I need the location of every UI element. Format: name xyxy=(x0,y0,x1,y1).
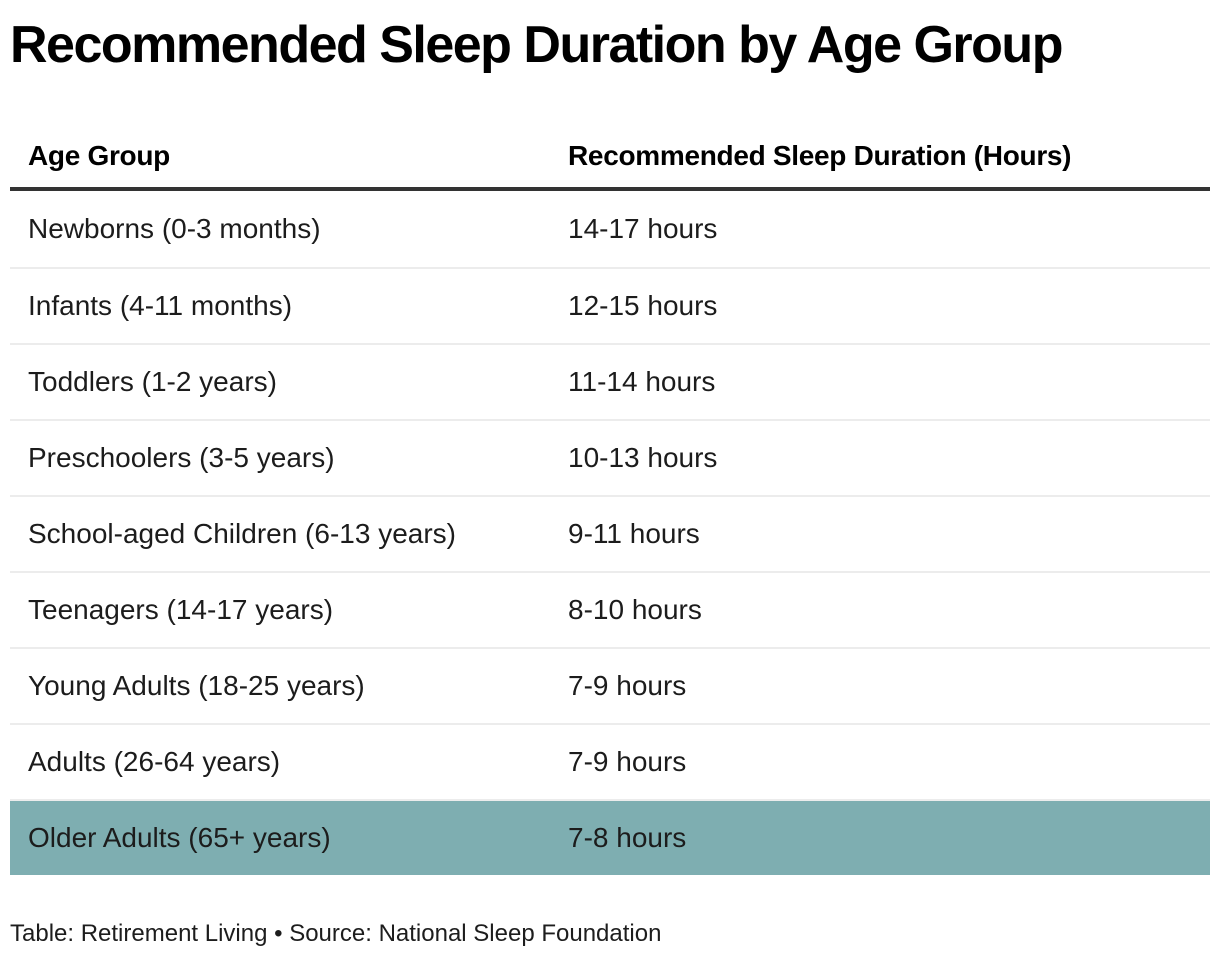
table-row: Infants (4-11 months) 12-15 hours xyxy=(10,267,1210,343)
duration-cell: 14-17 hours xyxy=(568,213,718,244)
table-source-caption: Table: Retirement Living • Source: Natio… xyxy=(10,920,662,947)
table-header-row: Age Group Recommended Sleep Duration (Ho… xyxy=(10,76,1210,191)
table-row: Adults (26-64 years) 7-9 hours xyxy=(10,723,1210,799)
age-group-cell: Older Adults (65+ years) xyxy=(28,822,331,853)
age-group-cell: Infants (4-11 months) xyxy=(28,290,293,321)
duration-cell: 7-8 hours xyxy=(568,822,687,853)
table-row: Young Adults (18-25 years) 7-9 hours xyxy=(10,647,1210,723)
age-group-cell: Teenagers (14-17 years) xyxy=(28,594,334,625)
duration-cell: 7-9 hours xyxy=(568,670,687,701)
duration-cell: 11-14 hours xyxy=(568,366,716,397)
table-row: Preschoolers (3-5 years) 10-13 hours xyxy=(10,419,1210,495)
age-group-cell: Adults (26-64 years) xyxy=(28,746,281,777)
age-group-cell: Young Adults (18-25 years) xyxy=(28,670,365,701)
table-row: School-aged Children (6-13 years) 9-11 h… xyxy=(10,495,1210,571)
sleep-duration-table: Age Group Recommended Sleep Duration (Ho… xyxy=(10,76,1210,875)
duration-cell: 10-13 hours xyxy=(568,442,718,473)
age-group-cell: Preschoolers (3-5 years) xyxy=(28,442,335,473)
table-row-highlighted: Older Adults (65+ years) 7-8 hours xyxy=(10,799,1210,875)
duration-cell: 12-15 hours xyxy=(568,290,718,321)
duration-cell: 7-9 hours xyxy=(568,746,687,777)
age-group-cell: Toddlers (1-2 years) xyxy=(28,366,277,397)
age-group-cell: School-aged Children (6-13 years) xyxy=(28,518,456,549)
duration-cell: 9-11 hours xyxy=(568,518,700,549)
column-header-duration: Recommended Sleep Duration (Hours) xyxy=(568,140,1072,171)
table-row: Toddlers (1-2 years) 11-14 hours xyxy=(10,343,1210,419)
table-row: Teenagers (14-17 years) 8-10 hours xyxy=(10,571,1210,647)
page-title: Recommended Sleep Duration by Age Group xyxy=(10,16,1063,74)
table-row: Newborns (0-3 months) 14-17 hours xyxy=(10,191,1210,267)
page: Recommended Sleep Duration by Age Group … xyxy=(0,14,1220,949)
duration-cell: 8-10 hours xyxy=(568,594,702,625)
column-header-age-group: Age Group xyxy=(28,140,170,171)
age-group-cell: Newborns (0-3 months) xyxy=(28,213,321,244)
